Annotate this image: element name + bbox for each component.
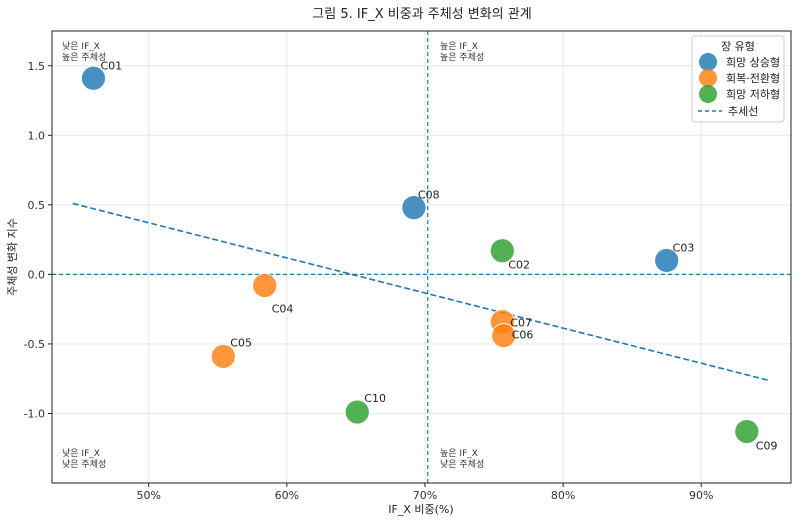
reference-lines (52, 31, 791, 483)
legend-title: 장 유형 (721, 40, 755, 53)
legend-item-label: 희망 저하형 (726, 87, 780, 101)
point-label-c08: C08 (418, 189, 440, 202)
data-point-c04 (252, 273, 278, 298)
data-point-c05 (210, 344, 236, 369)
x-axis-label: IF_X 비중(%) (388, 503, 453, 516)
legend-swatch (699, 53, 717, 71)
legend-item-label: 회복·전환형 (726, 72, 780, 85)
legend-swatch (699, 85, 717, 103)
quadrant-label-bottom-right: 낮은 주체성 (440, 459, 484, 470)
quadrant-label-top-right: 높은 IF_X (440, 41, 478, 52)
data-point-c06 (491, 323, 517, 348)
point-label-c01: C01 (100, 59, 122, 72)
data-point-c08 (401, 195, 427, 221)
x-axis-ticks: 50% 60% 70% 80% 90% (136, 483, 713, 502)
quadrant-label-bottom-left: 낮은 주체성 (62, 459, 106, 470)
y-axis-ticks: -1.0 -0.5 0.0 0.5 1.0 1.5 (24, 60, 52, 420)
quadrant-label-top-left: 높은 주체성 (62, 52, 106, 63)
point-label-c06: C06 (512, 329, 534, 342)
plot-frame (51, 30, 792, 484)
data-point-c03 (654, 248, 680, 273)
point-label-c09: C09 (756, 440, 778, 453)
x-tick-label: 80% (551, 489, 575, 502)
grid (52, 31, 791, 483)
data-points (81, 65, 760, 444)
legend-swatch (699, 69, 717, 87)
quadrant-label-top-left: 낮은 IF_X (62, 41, 100, 52)
quadrant-label-bottom-right: 높은 IF_X (440, 448, 478, 459)
trend-line-group (72, 202, 768, 381)
point-label-c05: C05 (230, 336, 252, 349)
legend-trend-label: 추세선 (728, 105, 758, 118)
y-tick-label: -0.5 (24, 338, 45, 351)
chart-title: 그림 5. IF_X 비중과 주체성 변화의 관계 (312, 7, 531, 22)
x-tick-label: 60% (275, 489, 299, 502)
data-point-c02 (489, 238, 515, 264)
data-point-c10 (344, 399, 370, 425)
y-tick-label: -1.0 (24, 407, 45, 420)
data-point-c09 (734, 419, 760, 444)
trend-line (72, 202, 768, 381)
x-tick-label: 90% (689, 489, 713, 502)
point-label-c07: C07 (510, 317, 532, 330)
quadrant-label-top-right: 높은 주체성 (440, 52, 484, 63)
y-tick-label: 0.5 (28, 199, 46, 212)
x-tick-label: 70% (413, 489, 437, 502)
y-tick-label: 1.0 (28, 129, 46, 142)
y-tick-label: 1.5 (28, 60, 46, 73)
y-axis-label: 주체성 변화 지수 (6, 218, 19, 296)
quadrant-label-bottom-left: 낮은 IF_X (62, 448, 100, 459)
point-label-c02: C02 (508, 259, 530, 272)
point-label-c10: C10 (364, 392, 386, 405)
y-tick-label: 0.0 (28, 268, 46, 281)
legend-item-label: 희망 상승형 (726, 56, 780, 69)
point-label-c04: C04 (272, 303, 294, 316)
point-label-c03: C03 (673, 241, 695, 254)
data-point-c01 (81, 65, 106, 91)
x-tick-label: 50% (136, 489, 160, 502)
